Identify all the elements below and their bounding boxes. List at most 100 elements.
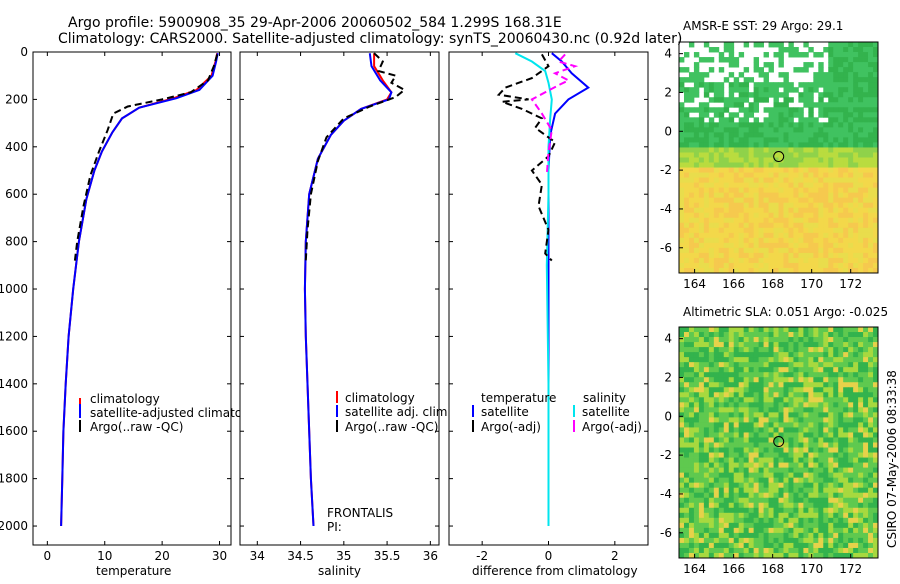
map-cell bbox=[763, 262, 769, 269]
map-cell bbox=[679, 417, 685, 423]
map-cell bbox=[708, 457, 715, 463]
map-cell bbox=[818, 527, 824, 534]
map-cell bbox=[778, 187, 784, 194]
map-cell bbox=[783, 97, 789, 103]
map-cell bbox=[738, 87, 745, 93]
x-tick-label: 20 bbox=[154, 549, 169, 563]
map-cell bbox=[853, 512, 859, 519]
map-cell bbox=[863, 382, 869, 388]
map-cell bbox=[723, 77, 730, 83]
map-cell bbox=[743, 332, 750, 338]
map-cell bbox=[813, 87, 819, 93]
map-cell bbox=[813, 422, 819, 428]
y-tick-label: -2 bbox=[660, 163, 672, 177]
map-cell bbox=[788, 167, 794, 173]
map-cell bbox=[683, 537, 690, 544]
map-cell bbox=[758, 502, 764, 509]
map-cell bbox=[793, 107, 799, 113]
map-cell bbox=[863, 512, 869, 519]
map-cell bbox=[723, 197, 730, 204]
map-cell bbox=[788, 492, 794, 499]
map-cell bbox=[808, 97, 814, 103]
map-cell bbox=[858, 552, 864, 559]
map-cell bbox=[763, 87, 769, 93]
map-cell bbox=[768, 92, 774, 98]
map-cell bbox=[773, 132, 779, 138]
map-cell bbox=[823, 387, 829, 393]
map-cell bbox=[833, 112, 839, 118]
map-cell bbox=[733, 367, 740, 373]
map-cell bbox=[818, 52, 824, 58]
map-cell bbox=[863, 472, 869, 479]
map-cell bbox=[778, 542, 784, 549]
map-cell bbox=[713, 532, 720, 539]
map-cell bbox=[778, 497, 784, 504]
map-cell bbox=[868, 157, 874, 163]
map-cell bbox=[833, 367, 839, 373]
map-cell bbox=[813, 437, 819, 443]
map-cell bbox=[783, 342, 789, 348]
map-cell bbox=[718, 207, 725, 214]
map-cell bbox=[868, 477, 874, 484]
map-cell bbox=[703, 237, 710, 244]
map-cell bbox=[873, 112, 879, 118]
map-cell bbox=[688, 387, 695, 393]
map-cell bbox=[873, 532, 879, 539]
map-cell bbox=[813, 462, 819, 469]
map-cell bbox=[778, 202, 784, 209]
map-cell bbox=[808, 527, 814, 534]
map-cell bbox=[738, 547, 745, 554]
map-cell bbox=[688, 422, 695, 428]
map-cell bbox=[843, 212, 849, 219]
map-cell bbox=[838, 47, 844, 53]
map-cell bbox=[853, 522, 859, 529]
map-cell bbox=[753, 547, 760, 554]
map-cell bbox=[698, 502, 705, 509]
map-cell bbox=[818, 177, 824, 184]
map-cell bbox=[793, 382, 799, 388]
map-cell bbox=[758, 492, 764, 499]
map-cell bbox=[708, 392, 715, 398]
map-cell bbox=[698, 352, 705, 358]
map-cell bbox=[723, 552, 730, 559]
map-cell bbox=[773, 327, 779, 333]
map-cell bbox=[793, 222, 799, 229]
difference-legend: temperature satellite Argo(-adj) salinit… bbox=[472, 391, 642, 434]
map-cell bbox=[713, 182, 720, 189]
map-cell bbox=[813, 102, 819, 108]
map-cell bbox=[693, 147, 700, 153]
map-cell bbox=[773, 227, 779, 234]
map-cell bbox=[828, 107, 834, 113]
map-cell bbox=[788, 417, 794, 423]
map-cell bbox=[868, 197, 874, 204]
map-cell bbox=[848, 232, 854, 239]
map-cell bbox=[818, 477, 824, 484]
map-cell bbox=[798, 147, 804, 153]
map-cell bbox=[728, 142, 735, 148]
map-cell bbox=[848, 477, 854, 484]
map-cell bbox=[853, 447, 859, 453]
map-cell bbox=[833, 257, 839, 264]
map-cell bbox=[708, 357, 715, 363]
map-cell bbox=[858, 512, 864, 519]
map-cell bbox=[803, 522, 809, 529]
map-cell bbox=[738, 142, 745, 148]
map-cell bbox=[863, 87, 869, 93]
map-cell bbox=[868, 72, 874, 78]
map-cell bbox=[773, 462, 779, 469]
map-cell bbox=[768, 462, 774, 469]
map-cell bbox=[753, 417, 760, 423]
map-cell bbox=[743, 377, 750, 383]
map-cell bbox=[868, 337, 874, 343]
map-cell bbox=[828, 487, 834, 494]
map-cell bbox=[693, 392, 700, 398]
map-cell bbox=[738, 352, 745, 358]
map-cell bbox=[733, 137, 740, 143]
map-cell bbox=[743, 77, 750, 83]
map-cell bbox=[843, 232, 849, 239]
map-cell bbox=[818, 442, 824, 448]
map-cell bbox=[863, 52, 869, 58]
map-cell bbox=[688, 482, 695, 489]
map-cell bbox=[843, 162, 849, 168]
map-cell bbox=[693, 167, 700, 173]
